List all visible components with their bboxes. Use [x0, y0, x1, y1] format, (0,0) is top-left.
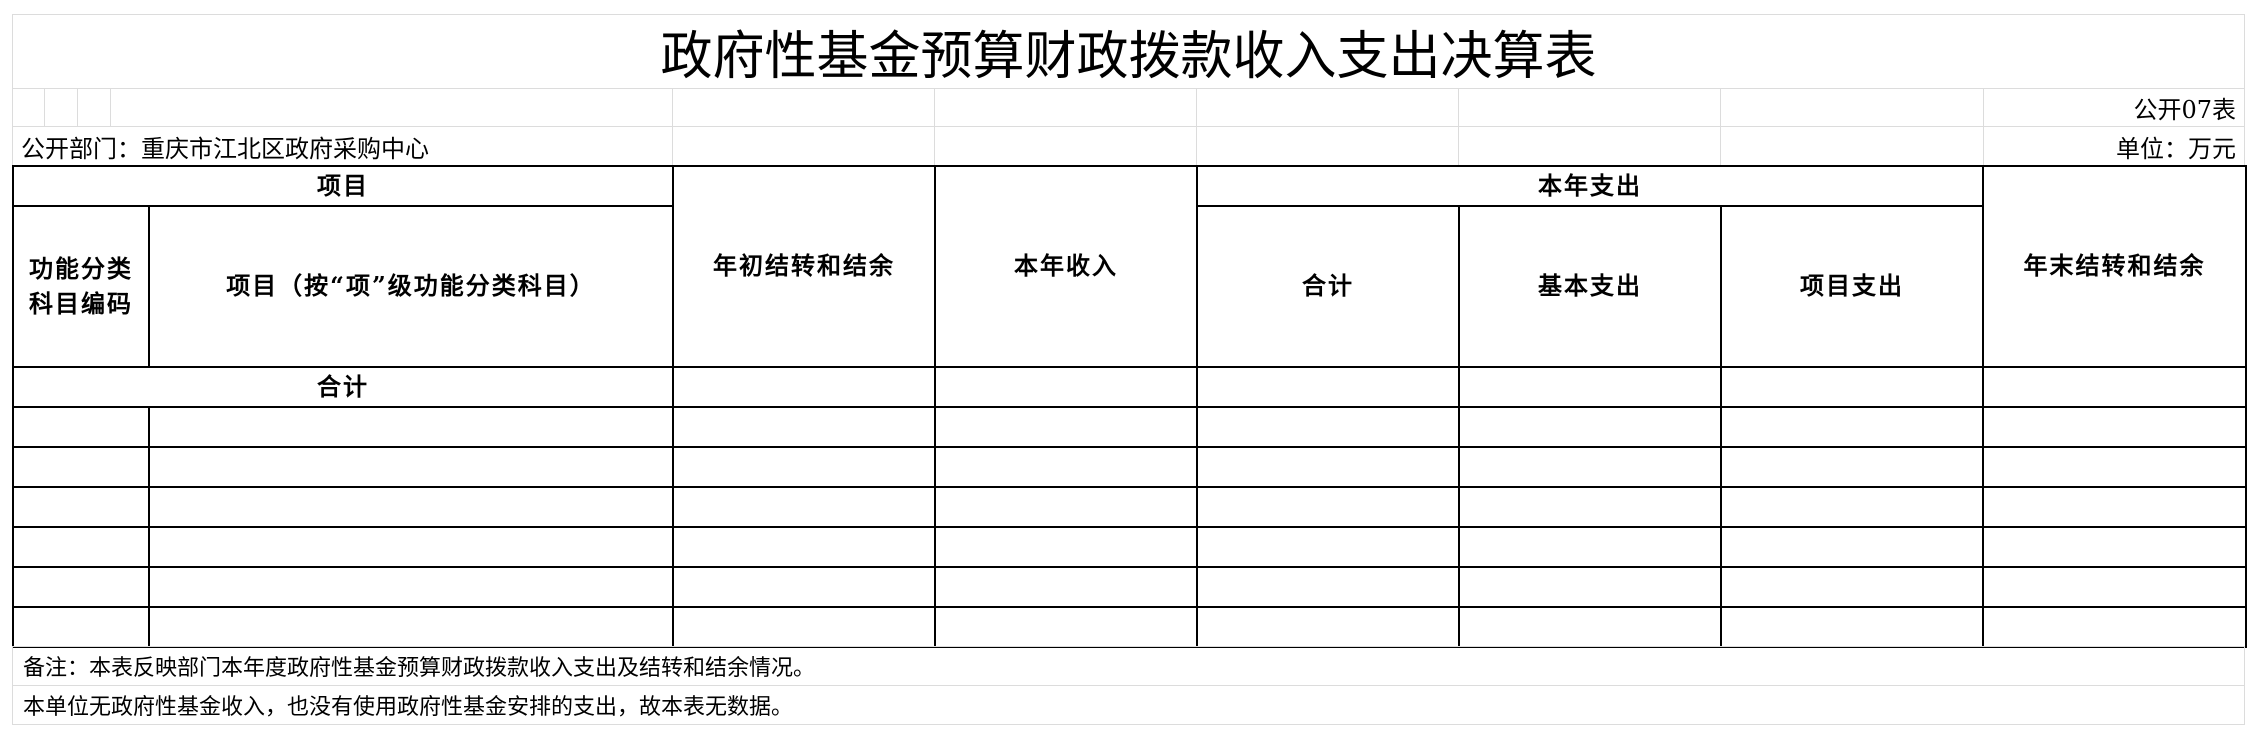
grid-cell: [1196, 88, 1459, 127]
header-basic-expense: 基本支出: [1458, 205, 1722, 368]
grid-cell: [77, 88, 111, 127]
table-cell: [148, 486, 674, 528]
total-row-label: 合计: [12, 366, 674, 408]
header-func-code: 功能分类科目编码: [12, 205, 150, 368]
grid-cell: [1720, 126, 1984, 166]
table-cell: [934, 446, 1198, 488]
table-cell: [12, 486, 150, 528]
table-cell: [1458, 606, 1722, 648]
header-expense-total: 合计: [1196, 205, 1460, 368]
table-cell: [1719, 406, 1985, 448]
table-cell: [12, 566, 150, 608]
table-cell: [1196, 446, 1460, 488]
grid-cell: [1458, 126, 1721, 166]
total-row: 合计: [12, 366, 2248, 408]
total-cell: [1458, 366, 1722, 408]
table-cell: [1196, 486, 1460, 528]
table-code: 公开07表: [1983, 88, 2245, 127]
table-cell: [148, 526, 674, 568]
table-cell: [934, 486, 1198, 528]
total-cell: [1196, 366, 1460, 408]
table-row: [12, 526, 2248, 568]
table-cell: [12, 446, 150, 488]
table-cell: [12, 406, 150, 448]
unit-label: 单位：万元: [1983, 126, 2245, 166]
table-row: [12, 566, 2248, 608]
table-cell: [1458, 486, 1722, 528]
table-cell: [934, 406, 1198, 448]
grid-cell: [110, 88, 673, 127]
total-cell: [672, 366, 936, 408]
table-row: [12, 486, 2248, 528]
table-cell: [12, 526, 150, 568]
header-expense-group: 本年支出: [1195, 165, 1985, 207]
grid-cell: [1720, 88, 1984, 127]
table-cell: [934, 526, 1198, 568]
table-cell: [672, 526, 936, 568]
header-item-name: 项目（按“项”级功能分类科目）: [148, 205, 674, 368]
table-cell: [934, 566, 1198, 608]
table-cell: [148, 566, 674, 608]
grid-cell: [934, 88, 1197, 127]
note-no-data: 本单位无政府性基金收入，也没有使用政府性基金安排的支出，故本表无数据。: [12, 685, 2245, 725]
table-cell: [12, 606, 150, 648]
header-begin-balance: 年初结转和结余: [672, 165, 936, 368]
table-cell: [1196, 566, 1460, 608]
header-end-balance: 年末结转和结余: [1982, 165, 2248, 368]
table-cell: [1982, 406, 2248, 448]
table-cell: [1196, 526, 1460, 568]
table-cell: [1719, 606, 1985, 648]
table-row: [12, 406, 2248, 448]
department-label: 公开部门：重庆市江北区政府采购中心: [12, 126, 673, 166]
table-cell: [1458, 406, 1722, 448]
table-cell: [1458, 566, 1722, 608]
grid-cell: [44, 88, 78, 127]
table-cell: [1196, 406, 1460, 448]
header-item-group: 项目: [12, 165, 674, 207]
table-cell: [1982, 566, 2248, 608]
table-cell: [1982, 606, 2248, 648]
total-cell: [1982, 366, 2248, 408]
header-income: 本年收入: [934, 165, 1198, 368]
table-cell: [1982, 486, 2248, 528]
grid-cell: [934, 126, 1197, 166]
table-row: [12, 446, 2248, 488]
grid-cell: [1458, 88, 1721, 127]
grid-cell: [1196, 126, 1459, 166]
note-remark: 备注：本表反映部门本年度政府性基金预算财政拨款收入支出及结转和结余情况。: [12, 646, 2245, 686]
table-cell: [1719, 566, 1985, 608]
table-cell: [1719, 486, 1985, 528]
table-cell: [1719, 446, 1985, 488]
table-cell: [672, 606, 936, 648]
data-table: 项目 年初结转和结余 本年收入 本年支出 年末结转和结余 功能分类科目编码 项目…: [12, 165, 2248, 648]
grid-cell: [12, 88, 45, 127]
table-cell: [1719, 526, 1985, 568]
table-cell: [672, 486, 936, 528]
table-row: [12, 606, 2248, 648]
table-cell: [672, 446, 936, 488]
grid-cell: [672, 126, 935, 166]
header-project-expense: 项目支出: [1719, 205, 1985, 368]
table-cell: [148, 446, 674, 488]
table-cell: [1196, 606, 1460, 648]
table-cell: [148, 606, 674, 648]
table-cell: [1982, 526, 2248, 568]
table-cell: [672, 566, 936, 608]
table-cell: [1982, 446, 2248, 488]
total-cell: [1719, 366, 1985, 408]
table-cell: [672, 406, 936, 448]
grid-cell: [672, 88, 935, 127]
table-cell: [934, 606, 1198, 648]
total-cell: [934, 366, 1198, 408]
table-cell: [1458, 446, 1722, 488]
table-cell: [148, 406, 674, 448]
table-cell: [1458, 526, 1722, 568]
page-title: 政府性基金预算财政拨款收入支出决算表: [660, 26, 1597, 87]
